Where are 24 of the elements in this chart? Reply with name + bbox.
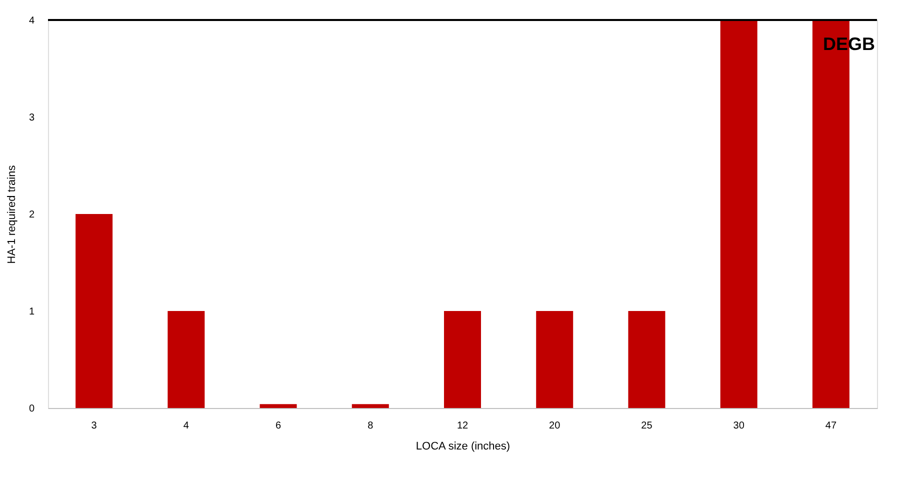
x-tick-label: 8 <box>368 420 374 432</box>
y-tick-label: 2 <box>28 210 35 220</box>
y-axis-title: HA-1 required trains <box>6 164 18 264</box>
bar <box>720 20 758 408</box>
bar <box>168 311 205 408</box>
y-tick-label: 0 <box>28 404 35 414</box>
y-tick-label: 1 <box>28 306 35 318</box>
bar <box>536 311 574 408</box>
bar <box>76 214 113 408</box>
x-tick-label: 4 <box>183 420 190 432</box>
x-tick-label: 3 <box>91 420 98 432</box>
y-tick-label: 4 <box>28 16 35 26</box>
bar <box>352 404 389 408</box>
y-tick-label: 3 <box>28 112 35 124</box>
x-tick-label: 25 <box>641 420 653 432</box>
bar <box>260 404 297 408</box>
bar <box>444 311 481 408</box>
x-tick-label: 20 <box>549 420 561 432</box>
x-tick-label: 12 <box>456 420 468 432</box>
x-tick-label: 6 <box>275 420 282 432</box>
bar <box>628 311 666 408</box>
x-axis-title: LOCA size (inches) <box>416 440 510 452</box>
x-tick-label: 47 <box>825 420 837 432</box>
x-tick-label: 30 <box>733 420 745 432</box>
